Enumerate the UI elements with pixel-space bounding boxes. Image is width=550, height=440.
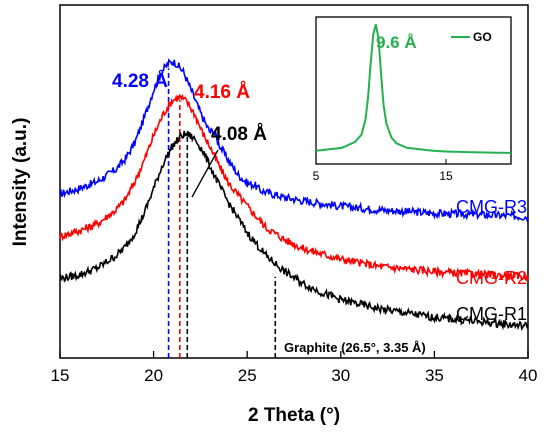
x-tick-label: 25	[238, 366, 257, 385]
inset-series-lines	[315, 24, 511, 154]
series-lines	[59, 58, 529, 331]
inset-x-tick-label: 5	[313, 169, 320, 183]
annotation-r3-spacing: 4.28 Å	[112, 71, 168, 92]
x-tick-label: 30	[331, 366, 350, 385]
x-tick-label: 20	[144, 366, 163, 385]
series-line-cmg-r1	[59, 130, 529, 331]
annotation-r2-spacing: 4.16 Å	[194, 82, 250, 103]
x-axis-title: 2 Theta (°)	[248, 405, 340, 426]
x-tick-label: 15	[51, 366, 70, 385]
y-axis-title: Intensity (a.u.)	[10, 118, 31, 247]
series-label-cmg-r2: CMG-R2	[456, 268, 527, 288]
reference-lines	[167, 68, 277, 358]
x-tick-label: 35	[425, 366, 444, 385]
plot-frame	[59, 4, 529, 359]
inset-legend-go: GO	[473, 30, 492, 44]
inset-x-ticks: 5 15	[313, 159, 453, 183]
series-line-cmg-r3	[59, 58, 529, 223]
x-tick-label: 40	[519, 366, 538, 385]
series-label-cmg-r1: CMG-R1	[456, 304, 527, 324]
annotation-r1-pointer	[191, 149, 219, 198]
annotation-graphite: Graphite (26.5°, 3.35 Å)	[284, 340, 426, 355]
inset-annotation-go-spacing: 9.6 Å	[376, 33, 417, 52]
inset-series-line-go	[315, 24, 511, 154]
series-line-cmg-r2	[59, 93, 529, 282]
annotation-r1-spacing: 4.08 Å	[211, 124, 267, 145]
inset-x-tick-label: 15	[439, 169, 453, 183]
x-axis-ticks: 15 20 25 30 35 40	[51, 351, 538, 385]
series-label-cmg-r3: CMG-R3	[456, 197, 527, 217]
inset-frame	[315, 16, 512, 165]
